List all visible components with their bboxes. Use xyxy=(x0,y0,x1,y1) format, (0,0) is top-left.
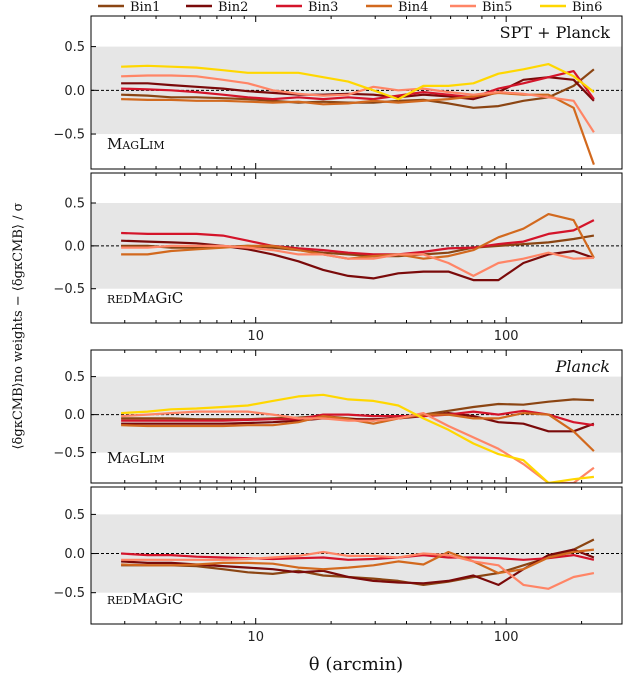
y-tick-label: −0.5 xyxy=(53,586,85,601)
series-line-bin5 xyxy=(121,550,595,590)
panel-frame xyxy=(90,172,623,324)
x-axis-label: θ (arcmin) xyxy=(309,654,403,675)
y-tick-label: 0.0 xyxy=(64,239,85,254)
series-line-bin1 xyxy=(121,538,595,587)
panel-3: 0.5 0.0 −0.5 MagLim Planck xyxy=(53,349,623,484)
corner-label: Planck xyxy=(555,357,610,376)
y-tick-label: 0.5 xyxy=(64,197,85,212)
x-tick-label: 100 xyxy=(494,329,519,344)
x-tick-label: 10 xyxy=(247,329,264,344)
series-line-bin2 xyxy=(121,76,595,102)
panel-label: MagLim xyxy=(107,135,165,153)
legend-label-bin2: Bin2 xyxy=(218,0,248,15)
y-tick-label: 0.0 xyxy=(64,408,85,423)
legend-label-bin4: Bin4 xyxy=(398,0,428,15)
series-line-bin4 xyxy=(121,548,595,575)
panel-label: redMaGiC xyxy=(107,590,183,608)
panel-2: 0.5 0.0 −0.5 10 100 redMaGiC xyxy=(53,172,623,344)
y-tick-label: −0.5 xyxy=(53,282,85,297)
y-tick-label: 0.5 xyxy=(64,508,85,523)
y-tick-label: −0.5 xyxy=(53,446,85,461)
series-line-bin5 xyxy=(121,74,595,133)
panel-frame xyxy=(90,349,623,484)
x-tick-label: 10 xyxy=(247,630,264,645)
panel-label: redMaGiC xyxy=(107,289,183,307)
series-line-bin1 xyxy=(121,234,595,258)
panel-frame xyxy=(90,15,623,170)
legend: Bin1 Bin2 Bin3 Bin4 Bin5 Bin6 xyxy=(98,0,602,15)
panel-frame xyxy=(90,486,623,625)
series-line-bin3 xyxy=(121,552,595,561)
series-line-bin3 xyxy=(121,219,595,256)
panel-label: MagLim xyxy=(107,449,165,467)
y-tick-label: 0.5 xyxy=(64,370,85,385)
series-line-bin2 xyxy=(121,412,595,433)
x-tick-label: 100 xyxy=(494,630,519,645)
panel-1: 0.5 0.0 −0.5 MagLim SPT + Planck xyxy=(53,15,623,170)
legend-label-bin1: Bin1 xyxy=(130,0,160,15)
series-line-bin4 xyxy=(121,213,595,260)
y-tick-label: 0.0 xyxy=(64,84,85,99)
y-tick-label: −0.5 xyxy=(53,128,85,143)
panels: 0.5 0.0 −0.5 MagLim SPT + Planck 0.5 0.0 −0.5 10… xyxy=(53,15,623,645)
series-line-bin6 xyxy=(121,62,595,101)
series-line-bin5 xyxy=(121,244,594,277)
legend-label-bin5: Bin5 xyxy=(482,0,512,15)
legend-label-bin3: Bin3 xyxy=(308,0,338,15)
series-line-bin2 xyxy=(121,239,595,282)
panel-4: 0.5 0.0 −0.5 10 100 redMaGiC xyxy=(53,486,623,645)
y-tick-label: 0.5 xyxy=(64,40,85,55)
y-tick-label: 0.0 xyxy=(64,547,85,562)
series-line-bin3 xyxy=(121,409,595,427)
series-line-bin5 xyxy=(121,410,595,483)
series-line-bin3 xyxy=(121,69,595,101)
corner-label: SPT + Planck xyxy=(500,23,611,42)
series-line-bin6 xyxy=(121,393,595,483)
legend-label-bin6: Bin6 xyxy=(572,0,602,15)
y-axis-label: ⟨δgκCMB⟩no weights − ⟨δgκCMB⟩ / σ xyxy=(11,202,26,449)
